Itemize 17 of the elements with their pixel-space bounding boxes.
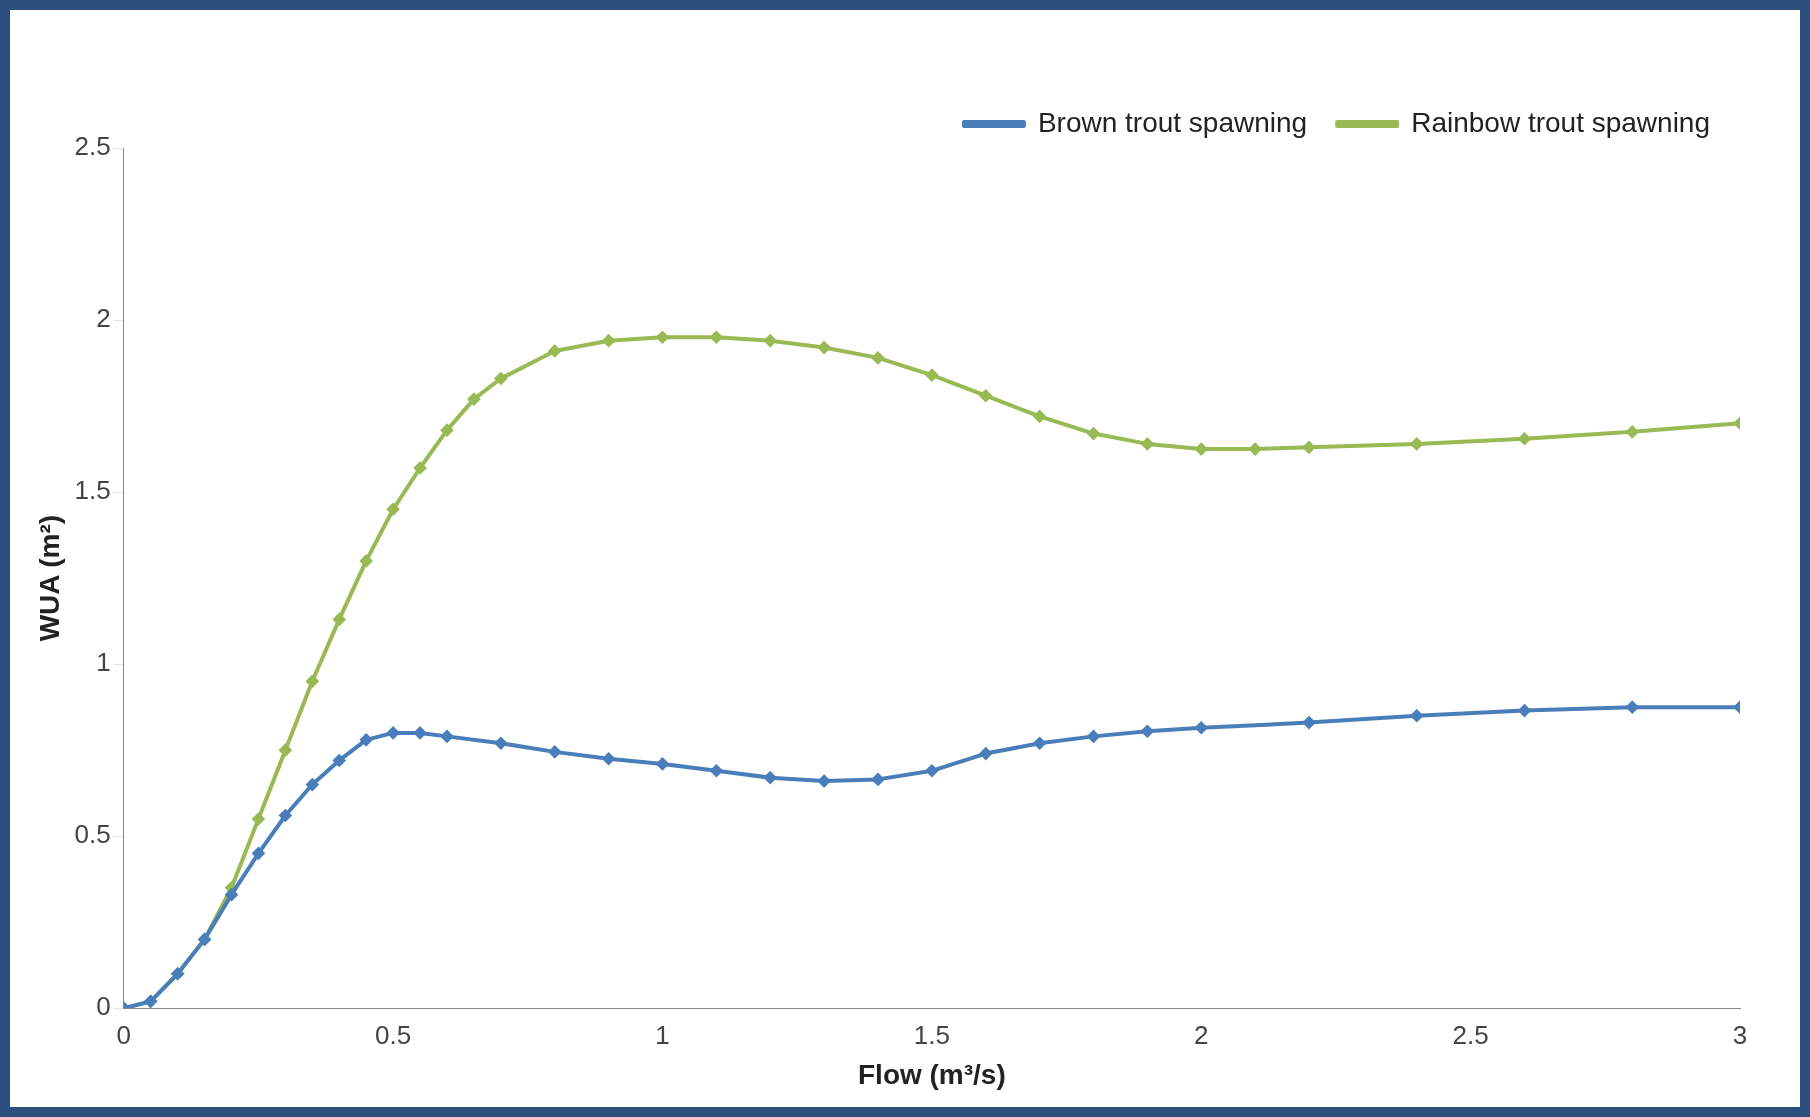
y-tick-label: 0 [96,991,111,1022]
y-tick-label: 0.5 [74,819,111,850]
y-tick-label: 1 [96,647,111,678]
x-axis-title: Flow (m³/s) [857,1058,1006,1090]
x-tick-label: 2 [1194,1019,1209,1050]
x-tick-label: 0.5 [375,1019,412,1050]
x-tick-label: 2.5 [1452,1019,1489,1050]
y-tick-label: 2 [96,303,111,334]
x-tick-label: 1.5 [913,1019,950,1050]
x-tick-label: 0 [116,1019,131,1050]
x-tick-label: 1 [655,1019,670,1050]
legend-label: Brown trout spawning [1037,106,1308,138]
y-axis-title: WUA (m²) [33,514,65,642]
x-tick-label: 3 [1732,1019,1748,1050]
y-tick-label: 2.5 [74,131,111,162]
y-tick-label: 1.5 [74,475,111,506]
legend-label: Rainbow trout spawning [1411,106,1710,138]
